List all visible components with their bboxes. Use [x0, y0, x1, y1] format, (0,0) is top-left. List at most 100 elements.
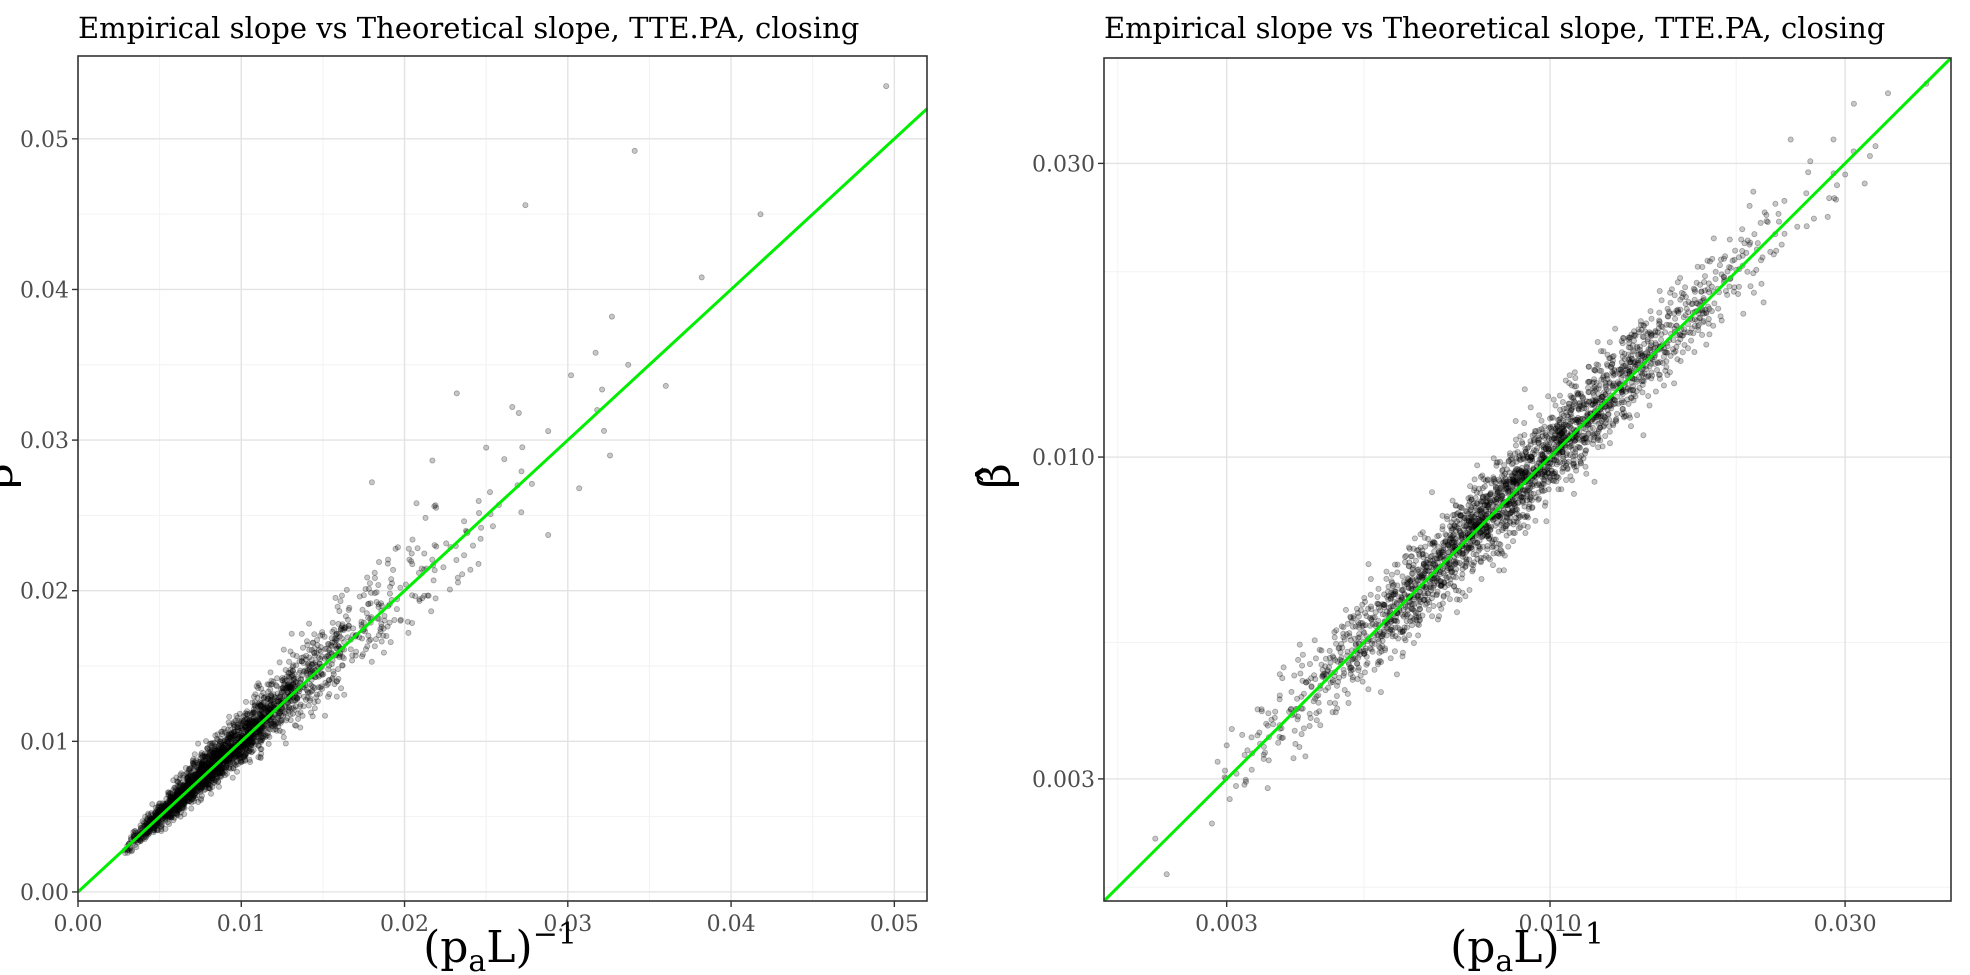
data-point: [201, 765, 208, 772]
data-point: [1608, 364, 1615, 371]
data-point: [154, 821, 161, 828]
data-point: [1522, 445, 1529, 452]
data-point: [1775, 210, 1782, 217]
data-point: [1660, 382, 1667, 389]
data-point: [184, 781, 191, 788]
data-point: [152, 809, 159, 816]
data-point: [1438, 547, 1445, 554]
data-point: [1702, 273, 1709, 280]
data-point: [199, 758, 206, 765]
data-point: [1363, 653, 1370, 660]
data-point: [262, 694, 269, 701]
data-point: [340, 625, 347, 632]
data-point: [136, 837, 143, 844]
data-point: [188, 805, 195, 812]
data-point: [317, 655, 324, 662]
data-point: [343, 586, 350, 593]
data-point: [1239, 731, 1246, 738]
data-point: [226, 756, 233, 763]
data-point: [195, 770, 202, 777]
data-point: [1299, 662, 1306, 669]
data-point: [1365, 561, 1372, 568]
data-point: [188, 796, 195, 803]
data-point: [237, 748, 244, 755]
data-point: [1278, 735, 1285, 742]
data-point: [1402, 553, 1409, 560]
data-point: [133, 844, 140, 851]
data-point: [173, 811, 180, 818]
data-point: [1389, 579, 1396, 586]
data-point: [1582, 463, 1589, 470]
data-point: [368, 479, 375, 486]
data-point: [1345, 700, 1352, 707]
data-point: [1521, 386, 1528, 393]
data-point: [1560, 417, 1567, 424]
data-point: [362, 586, 369, 593]
data-point: [1531, 447, 1538, 454]
data-point: [152, 823, 159, 830]
data-point: [360, 619, 367, 626]
data-point: [1233, 783, 1240, 790]
data-point: [185, 778, 192, 785]
data-point: [286, 680, 293, 687]
data-point: [1290, 755, 1297, 762]
data-point: [515, 409, 522, 416]
data-point: [221, 772, 228, 779]
data-point: [1359, 601, 1366, 608]
data-point: [246, 748, 253, 755]
data-point: [1665, 308, 1672, 315]
data-point: [224, 727, 231, 734]
data-point: [218, 766, 225, 773]
data-point: [264, 724, 271, 731]
data-point: [1739, 247, 1746, 254]
data-point: [1387, 655, 1394, 662]
data-point: [226, 734, 233, 741]
data-point: [1726, 283, 1733, 290]
data-point: [1316, 646, 1323, 653]
right-scatter-points: [1152, 80, 1930, 878]
data-point: [1532, 517, 1539, 524]
data-point: [1647, 308, 1654, 315]
data-point: [1452, 502, 1459, 509]
data-point: [1824, 213, 1831, 220]
data-point: [1741, 240, 1748, 247]
data-point: [210, 754, 217, 761]
data-point: [246, 721, 253, 728]
data-point: [1428, 595, 1435, 602]
data-point: [236, 749, 243, 756]
data-point: [265, 681, 272, 688]
data-point: [204, 753, 211, 760]
data-point: [1609, 353, 1616, 360]
data-point: [1329, 709, 1336, 716]
data-point: [326, 691, 333, 698]
data-point: [217, 735, 224, 742]
data-point: [1436, 602, 1443, 609]
data-point: [276, 710, 283, 717]
data-point: [1667, 299, 1674, 306]
data-point: [1294, 695, 1301, 702]
data-point: [264, 695, 271, 702]
data-point: [318, 685, 325, 692]
data-point: [1656, 309, 1663, 316]
y-tick-label: 0.01: [20, 730, 69, 755]
data-point: [1699, 331, 1706, 338]
left-chart-title: Empirical slope vs Theoretical slope, TT…: [78, 11, 859, 45]
data-point: [528, 480, 535, 487]
data-point: [180, 800, 187, 807]
data-point: [1671, 380, 1678, 387]
data-point: [291, 706, 298, 713]
data-point: [1375, 600, 1382, 607]
data-point: [296, 703, 303, 710]
data-point: [1243, 778, 1250, 785]
data-point: [1326, 654, 1333, 661]
data-point: [311, 631, 318, 638]
data-point: [1430, 603, 1437, 610]
data-point: [1758, 280, 1765, 287]
data-point: [345, 606, 352, 613]
data-point: [1842, 171, 1849, 178]
data-point: [1522, 530, 1529, 537]
data-point: [1388, 618, 1395, 625]
data-point: [148, 810, 155, 817]
data-point: [328, 661, 335, 668]
